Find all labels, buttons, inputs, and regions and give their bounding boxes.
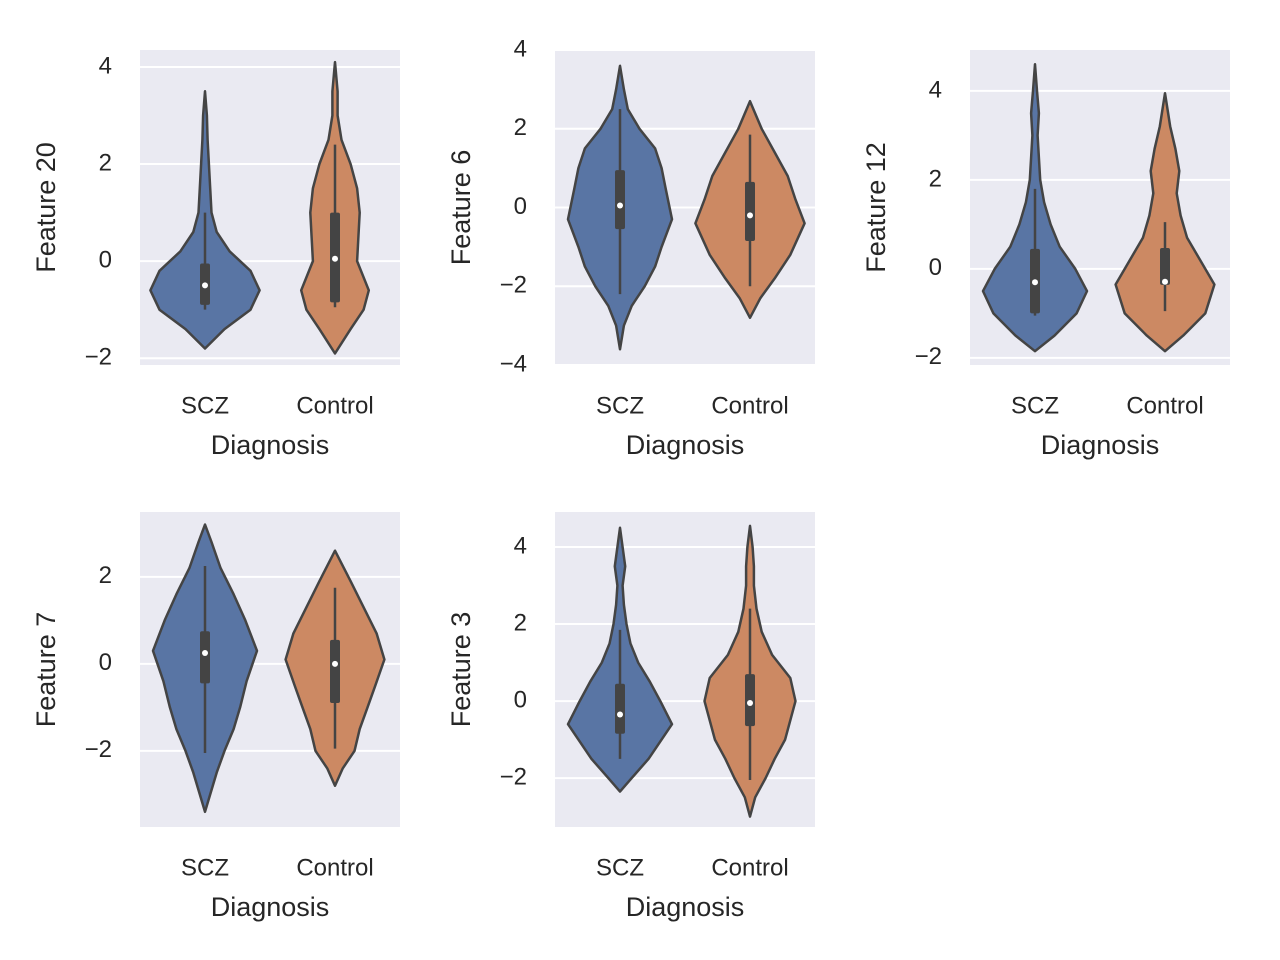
iqr-box: [615, 683, 625, 734]
y-axis-label: Feature 6: [446, 150, 476, 266]
x-tick-label: SCZ: [596, 392, 644, 419]
y-tick-label: 4: [514, 532, 527, 559]
y-tick-label: 4: [99, 52, 112, 79]
y-tick-label: 0: [929, 254, 942, 281]
subplot: −2 0 2 4 SCZ Control Diagnosis Feature 20: [31, 50, 400, 460]
y-axis-label: Feature 20: [31, 142, 61, 273]
subplot: −2 0 2 4 SCZ Control Diagnosis Feature 12: [861, 50, 1230, 460]
x-axis-label: Diagnosis: [626, 892, 745, 922]
iqr-box: [615, 170, 625, 230]
iqr-box: [1160, 247, 1170, 285]
subplot: −2 0 2 SCZ Control Diagnosis Feature 7: [31, 512, 400, 922]
x-tick-label: Control: [296, 392, 373, 419]
x-axis-label: Diagnosis: [626, 430, 745, 460]
x-tick-label: SCZ: [1011, 392, 1059, 419]
y-tick-label: 2: [514, 114, 527, 141]
x-tick-label: Control: [711, 854, 788, 881]
median: [202, 282, 208, 289]
median: [202, 649, 208, 656]
y-tick-label: 0: [514, 193, 527, 220]
x-axis-label: Diagnosis: [211, 892, 330, 922]
y-axis-label: Feature 3: [446, 612, 476, 728]
median: [747, 700, 753, 707]
y-tick-label: 0: [514, 686, 527, 713]
median: [332, 660, 338, 667]
y-tick-label: −4: [500, 350, 527, 377]
iqr-box: [330, 639, 340, 704]
x-tick-label: Control: [1126, 392, 1203, 419]
x-axis-label: Diagnosis: [211, 430, 330, 460]
y-tick-label: −2: [915, 343, 942, 370]
y-tick-label: 2: [99, 562, 112, 589]
y-tick-label: 0: [99, 246, 112, 273]
y-tick-label: 2: [514, 609, 527, 636]
x-tick-label: SCZ: [181, 854, 229, 881]
y-tick-label: −2: [500, 272, 527, 299]
y-tick-label: −2: [500, 763, 527, 790]
iqr-box: [200, 631, 210, 684]
y-axis-label: Feature 12: [861, 142, 891, 273]
y-tick-label: 4: [514, 35, 527, 62]
median: [1032, 279, 1038, 286]
x-tick-label: SCZ: [181, 392, 229, 419]
median: [617, 711, 623, 718]
median: [1162, 278, 1168, 285]
median: [747, 212, 753, 219]
y-tick-label: 0: [99, 649, 112, 676]
x-tick-label: SCZ: [596, 854, 644, 881]
subplot: −4 −2 0 2 4 SCZ Control Diagnosis Feature 6: [446, 35, 815, 460]
median: [617, 202, 623, 209]
y-tick-label: −2: [85, 344, 112, 371]
x-tick-label: Control: [296, 854, 373, 881]
y-tick-label: 2: [99, 149, 112, 176]
x-tick-label: Control: [711, 392, 788, 419]
y-axis-label: Feature 7: [31, 612, 61, 728]
iqr-box: [745, 181, 755, 241]
subplot: −2 0 2 4 SCZ Control Diagnosis Feature 3: [446, 512, 815, 922]
y-tick-label: 2: [929, 165, 942, 192]
y-tick-label: 4: [929, 76, 942, 103]
median: [332, 255, 338, 262]
x-axis-label: Diagnosis: [1041, 430, 1160, 460]
y-tick-label: −2: [85, 736, 112, 763]
